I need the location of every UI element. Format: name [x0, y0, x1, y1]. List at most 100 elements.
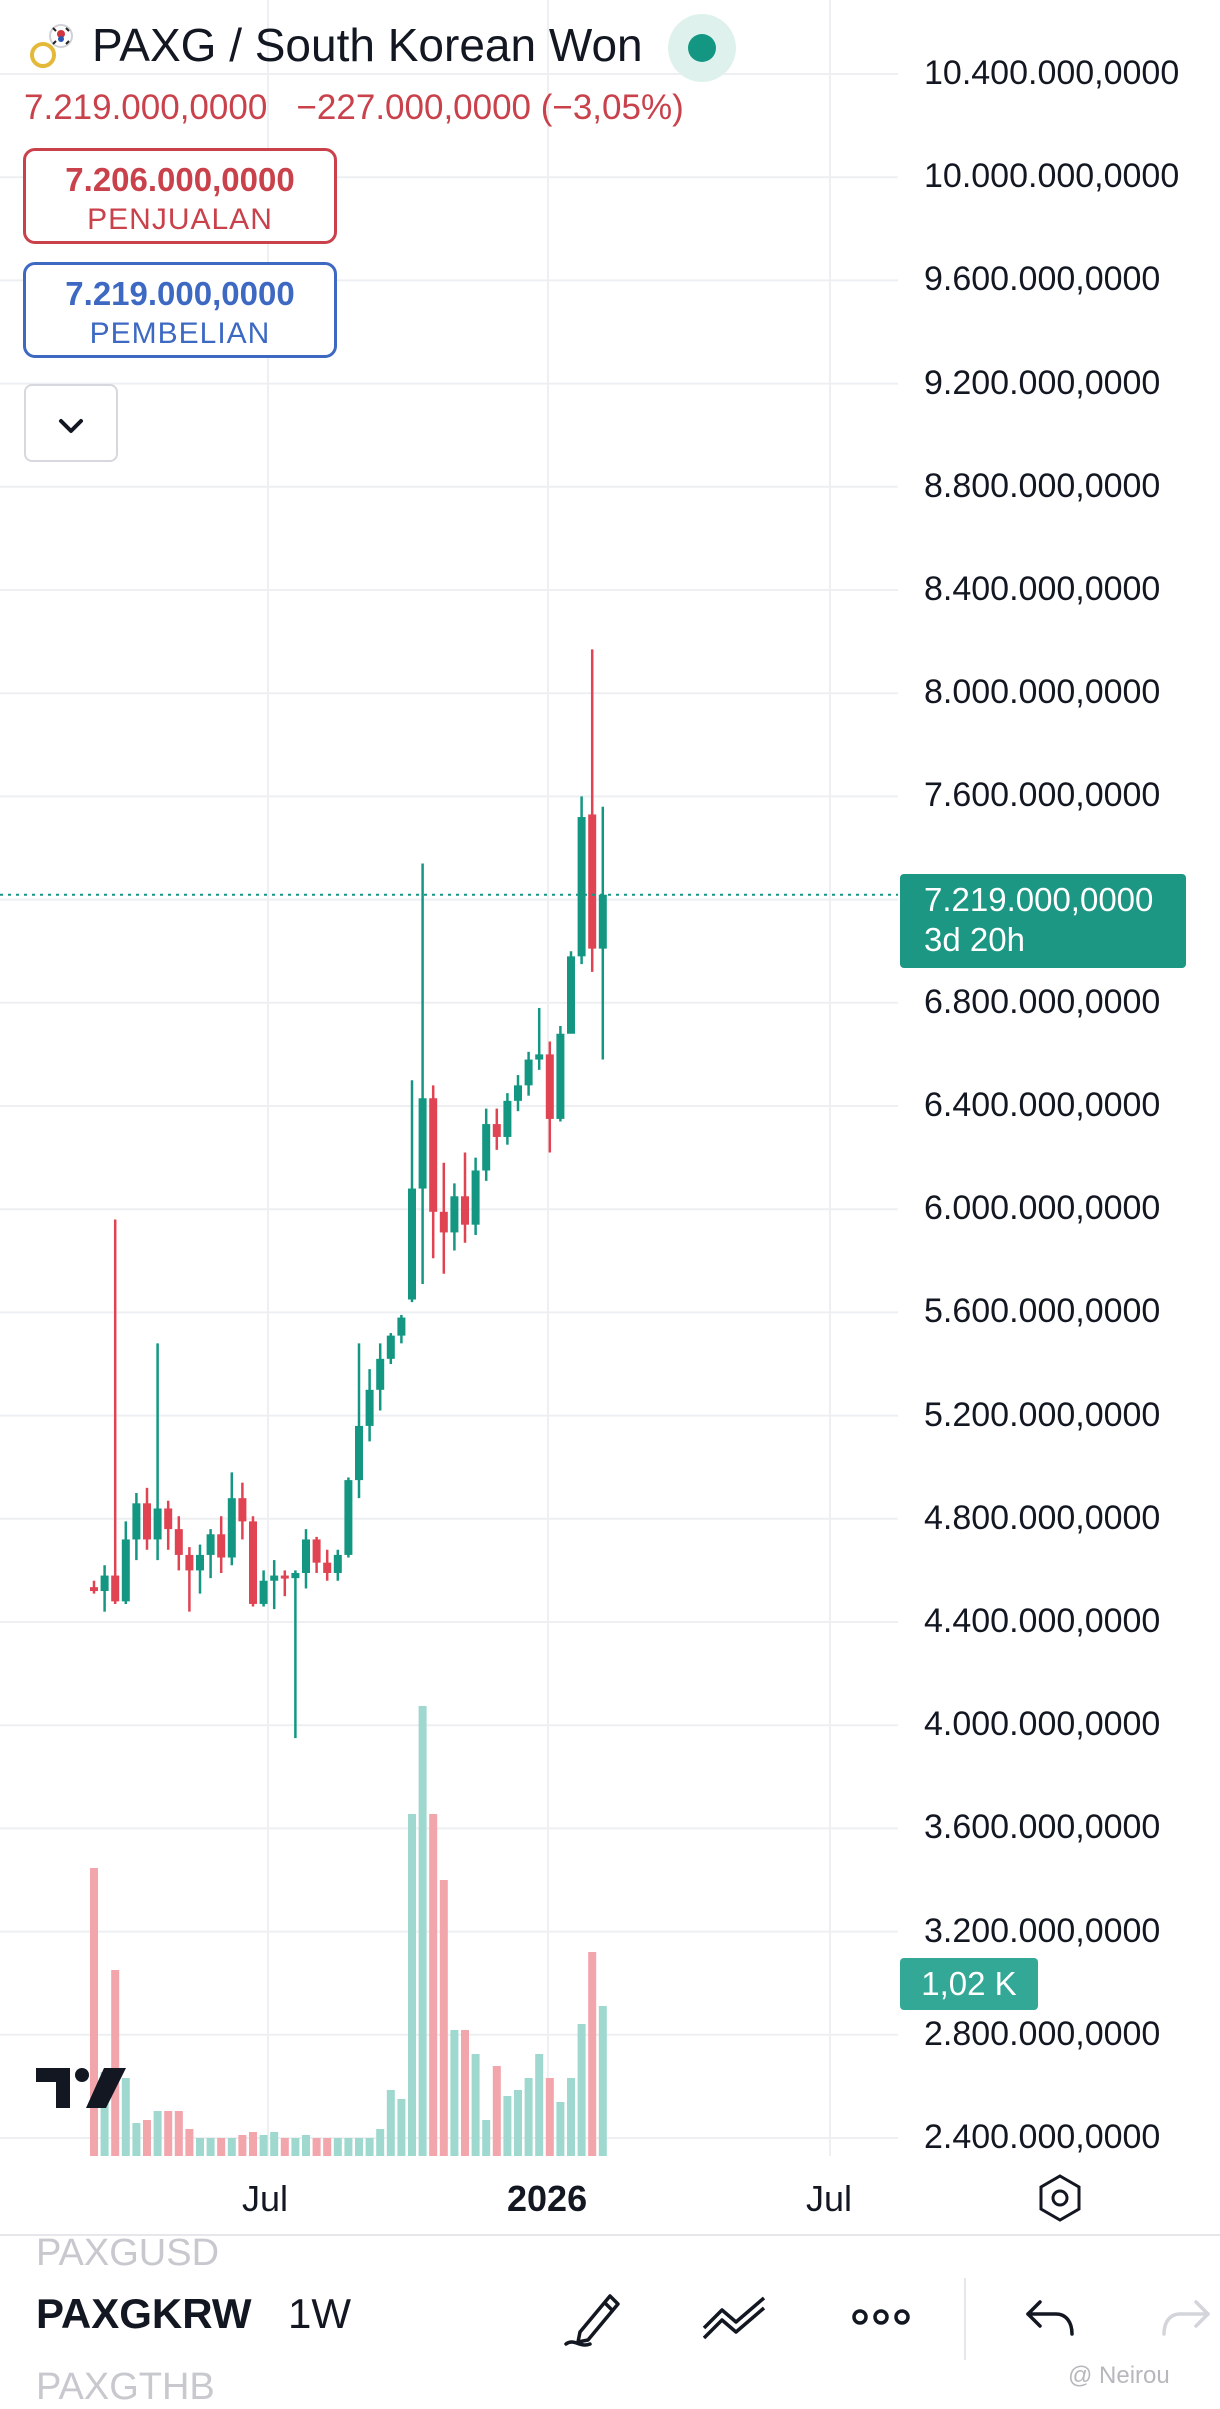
candle-down — [90, 1587, 98, 1592]
settings-hexagon-icon — [1039, 2174, 1081, 2222]
interval-selector[interactable]: 1W — [288, 2290, 351, 2337]
bottom-toolbar — [0, 2234, 1220, 2407]
candle-up — [556, 1033, 565, 1119]
volume-bar — [121, 2078, 130, 2156]
undo-button[interactable] — [1016, 2282, 1086, 2352]
candle-down — [439, 1211, 448, 1233]
buy-button[interactable]: 7.219.000,0000 PEMBELIAN — [23, 262, 337, 358]
candle-up — [418, 1098, 427, 1189]
volume-bar — [492, 2066, 501, 2156]
volume-bar — [280, 2138, 289, 2156]
price-scale-label: 3.600.000,0000 — [924, 1808, 1161, 1847]
candle-up — [333, 1554, 342, 1573]
price-scale-label: 4.400.000,0000 — [924, 1602, 1161, 1640]
candle-up — [514, 1085, 522, 1101]
sell-label: PENJUALAN — [87, 203, 273, 236]
volume-bar — [450, 2030, 459, 2156]
volume-bar — [302, 2135, 310, 2156]
candle-down — [143, 1503, 151, 1540]
volume-bar — [588, 1952, 597, 2156]
volume-bar — [577, 2024, 586, 2156]
volume-bar — [196, 2138, 204, 2156]
volume-bar — [503, 2096, 512, 2156]
pen-icon — [564, 2294, 620, 2347]
volume-bar — [365, 2138, 374, 2156]
volume-bar — [143, 2120, 151, 2156]
volume-bar — [238, 2135, 247, 2156]
candle-up — [386, 1335, 395, 1359]
volume-bar — [312, 2138, 321, 2156]
paxg-logo-icon — [26, 22, 76, 72]
candle-down — [174, 1529, 183, 1555]
price-chart[interactable] — [0, 0, 1220, 2234]
tradingview-logo — [34, 2064, 130, 2117]
volume-bar — [333, 2138, 342, 2156]
volume-bar — [206, 2138, 215, 2156]
candle-up — [153, 1508, 162, 1540]
price-quote: 7.219.000,0000 −227.000,0000 (−3,05%) — [24, 88, 684, 128]
price-scale-label: 10.400.000,0000 — [924, 54, 1180, 92]
market-status-indicator[interactable] — [668, 14, 736, 82]
buy-label: PEMBELIAN — [89, 317, 271, 350]
candle-down — [312, 1539, 321, 1563]
volume-bar — [249, 2132, 257, 2156]
price-scale-label: 7.600.000,0000 — [924, 776, 1161, 815]
candle-up — [206, 1534, 215, 1555]
candle-down — [249, 1521, 257, 1604]
volume-tag: 1,02 K — [900, 1958, 1038, 2010]
buy-price: 7.219.000,0000 — [65, 275, 295, 312]
candle-up — [196, 1554, 204, 1571]
price-scale-label: 8.800.000,0000 — [924, 466, 1161, 505]
candle-up — [270, 1575, 279, 1581]
indicators-button[interactable] — [700, 2282, 770, 2352]
candle-down — [185, 1554, 194, 1571]
time-label-jul-2: Jul — [806, 2178, 853, 2219]
price-scale-label: 4.000.000,0000 — [924, 1705, 1161, 1744]
candle-up — [567, 956, 575, 1034]
volume-bar — [439, 1880, 448, 2156]
symbol-title[interactable]: PAXG / South Korean Won — [92, 19, 643, 71]
chart-settings-button[interactable] — [1034, 2172, 1086, 2229]
volume-bars — [90, 1706, 607, 2156]
candle-down — [461, 1196, 469, 1225]
drawing-tool-button[interactable] — [560, 2282, 630, 2352]
candle-up — [450, 1196, 459, 1233]
collapse-legend-button[interactable] — [24, 384, 118, 462]
candle-down — [323, 1562, 332, 1573]
more-button[interactable] — [846, 2282, 916, 2352]
volume-bar — [291, 2138, 300, 2156]
volume-bar — [397, 2099, 406, 2156]
candle-down — [217, 1534, 226, 1558]
price-scale-label: 4.800.000,0000 — [924, 1498, 1161, 1537]
volume-bar — [418, 1706, 427, 2156]
price-scale-label: 2.800.000,0000 — [924, 2014, 1161, 2053]
symbol-selector[interactable]: PAXGKRW — [36, 2290, 252, 2337]
candlesticks — [90, 649, 607, 1739]
volume-bar — [376, 2129, 385, 2156]
candle-down — [238, 1498, 247, 1522]
volume-bar — [90, 1868, 98, 2156]
volume-bar — [461, 2030, 469, 2156]
symbol-prev[interactable]: PAXGUSD — [36, 2232, 220, 2274]
bar-countdown: 3d 20h — [924, 921, 1025, 958]
symbol-next[interactable]: PAXGTHB — [36, 2366, 215, 2408]
candle-up — [482, 1124, 491, 1171]
price-change: −227.000,0000 (−3,05%) — [296, 88, 684, 127]
volume-bar — [556, 2102, 565, 2156]
price-scale-label: 6.400.000,0000 — [924, 1086, 1161, 1124]
volume-bar — [567, 2078, 575, 2156]
volume-bar — [185, 2129, 194, 2156]
candle-up — [598, 894, 607, 949]
price-scale-label: 3.200.000,0000 — [924, 1911, 1161, 1950]
candle-up — [503, 1100, 512, 1137]
price-scale-label: 5.200.000,0000 — [924, 1395, 1161, 1434]
volume-bar — [100, 2072, 109, 2156]
candle-up — [227, 1498, 236, 1558]
chart-grid — [0, 0, 898, 2156]
price-scale-label: 2.400.000,0000 — [924, 2118, 1161, 2156]
redo-button[interactable] — [1150, 2282, 1220, 2352]
volume-bar — [408, 1814, 416, 2156]
candle-up — [132, 1503, 141, 1540]
sell-button[interactable]: 7.206.000,0000 PENJUALAN — [23, 148, 337, 244]
volume-bar — [471, 2054, 480, 2156]
